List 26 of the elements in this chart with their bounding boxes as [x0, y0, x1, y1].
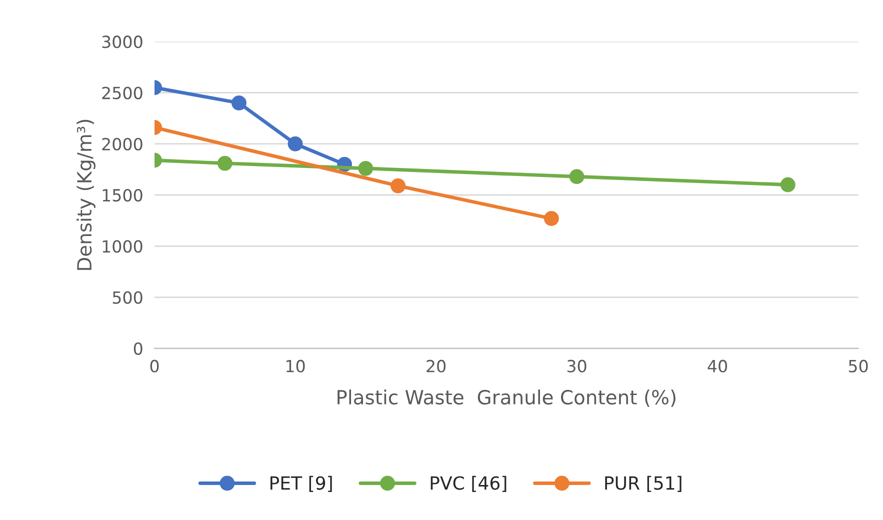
x-axis-title: Plastic Waste Granule Content (%)	[338, 390, 676, 407]
x-tick-label: 30	[567, 360, 586, 372]
y-tick-label: 1500	[102, 188, 142, 202]
legend-label: PUR [51]	[605, 476, 682, 492]
legend-label: PVC [46]	[430, 476, 506, 492]
point	[569, 169, 584, 184]
x-tick-label: 10	[286, 360, 305, 372]
point	[390, 178, 406, 194]
point	[288, 136, 303, 152]
point	[358, 160, 374, 176]
y-tick-label: 0	[134, 342, 142, 355]
y-tick-label: 2500	[102, 86, 142, 100]
x-tick-label: 20	[426, 360, 446, 372]
x-tick-label: 50	[848, 360, 868, 372]
x-tick-label: 40	[708, 360, 728, 372]
legend-label: PET [9]	[270, 476, 332, 492]
point	[544, 211, 559, 226]
point	[232, 95, 246, 110]
y-tick-label: 1000	[102, 240, 142, 253]
y-tick-label: 500	[112, 291, 142, 304]
y-tick-label: 2000	[102, 138, 142, 150]
x-tick-label: 0	[150, 360, 159, 372]
point	[217, 156, 232, 171]
y-axis-title: Density (Kg/m³)	[76, 120, 96, 270]
y-tick-label: 3000	[102, 36, 142, 48]
point	[780, 177, 796, 192]
